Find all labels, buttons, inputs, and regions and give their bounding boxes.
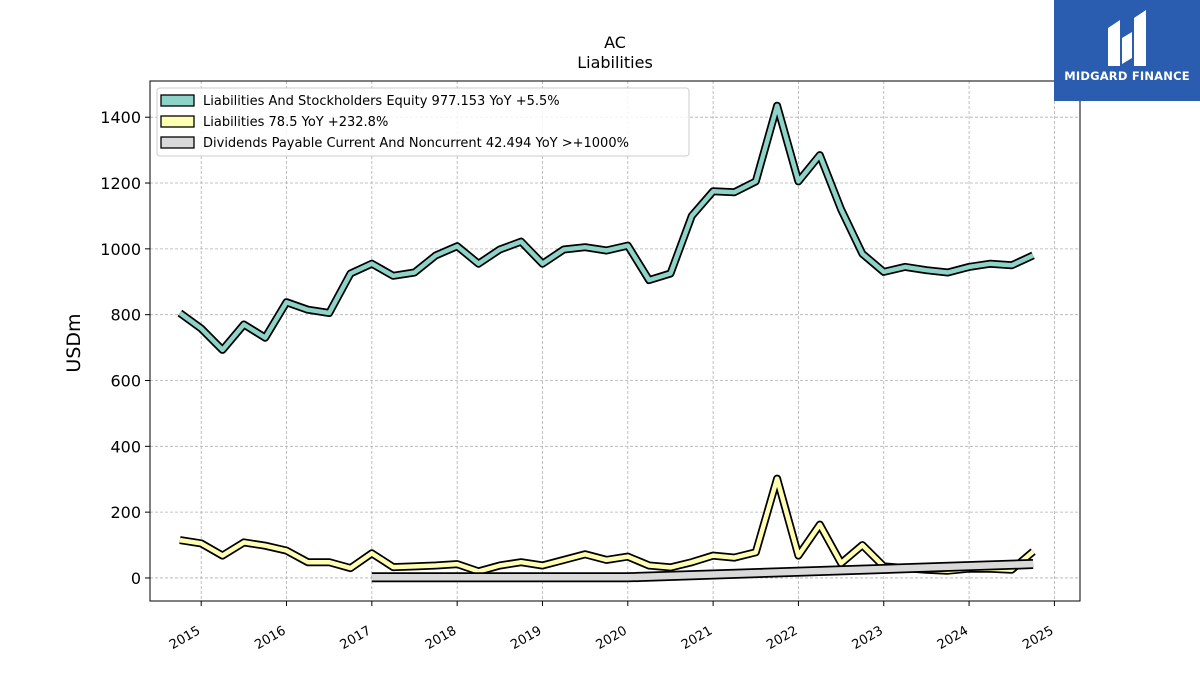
legend-entry: Liabilities 78.5 YoY +232.8% bbox=[203, 115, 388, 130]
x-tick-label: 2020 bbox=[594, 623, 630, 653]
x-tick-label: 2023 bbox=[850, 623, 886, 653]
y-tick-label: 1000 bbox=[100, 240, 141, 259]
y-tick-label: 1200 bbox=[100, 174, 141, 193]
x-tick-label: 2024 bbox=[935, 623, 971, 653]
y-axis-label: USDm bbox=[63, 313, 85, 372]
legend-swatch bbox=[160, 115, 195, 128]
x-tick-label: 2022 bbox=[764, 623, 800, 653]
x-tick-label: 2025 bbox=[1020, 623, 1056, 653]
legend: Liabilities And Stockholders Equity 977.… bbox=[156, 87, 690, 157]
x-tick-label: 2021 bbox=[679, 623, 715, 653]
legend-swatch bbox=[160, 94, 195, 107]
y-tick-label: 0 bbox=[131, 569, 141, 588]
legend-swatch bbox=[160, 136, 195, 149]
series-equity-line bbox=[178, 103, 1035, 353]
brand-logo: MIDGARD FINANCE bbox=[1054, 0, 1200, 101]
y-tick-label: 1400 bbox=[100, 108, 141, 127]
y-axis: 0 200 400 600 800 1000 1200 1400 bbox=[100, 108, 150, 588]
series-lines bbox=[177, 101, 1036, 583]
brand-logo-icon bbox=[1108, 10, 1146, 66]
y-tick-label: 400 bbox=[110, 437, 141, 456]
chart-title: AC bbox=[604, 33, 626, 52]
x-axis: 2015 2016 2017 2018 2019 2020 2021 2022 2023 2024… bbox=[167, 601, 1056, 653]
y-tick-label: 200 bbox=[110, 503, 141, 522]
legend-entry: Liabilities And Stockholders Equity 977.… bbox=[203, 94, 560, 109]
chart-subtitle: Liabilities bbox=[577, 53, 653, 72]
x-tick-label: 2016 bbox=[252, 623, 288, 653]
plot-frame bbox=[149, 80, 1081, 602]
x-tick-label: 2015 bbox=[167, 623, 203, 653]
y-tick-label: 800 bbox=[110, 306, 141, 325]
legend-box bbox=[156, 87, 690, 157]
x-tick-label: 2018 bbox=[423, 623, 459, 653]
x-tick-label: 2019 bbox=[508, 623, 544, 653]
brand-name: MIDGARD FINANCE bbox=[1064, 69, 1190, 83]
grid-lines bbox=[150, 81, 1080, 601]
y-tick-label: 600 bbox=[110, 371, 141, 390]
x-tick-label: 2017 bbox=[338, 623, 374, 653]
legend-entry: Dividends Payable Current And Noncurrent… bbox=[203, 136, 629, 151]
series-liabilities-outline bbox=[179, 474, 1036, 576]
series-dividends-line bbox=[371, 560, 1034, 581]
